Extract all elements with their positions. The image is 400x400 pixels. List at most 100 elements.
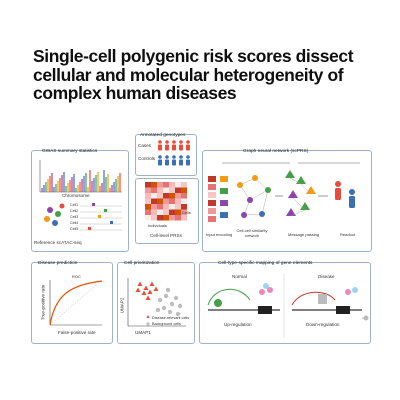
genes-panel: Cell-type-specific mapping of gene eleme…: [199, 261, 371, 344]
heatmap-cell: [175, 182, 181, 188]
network-nodes: [237, 175, 271, 218]
case-person: [179, 144, 183, 151]
umap-point-background: [167, 309, 173, 315]
heatmap-cell: [145, 204, 151, 210]
control-person: [186, 155, 190, 159]
heatmap-cell: [169, 187, 175, 193]
heatmap-cell: [181, 193, 187, 199]
title-line-3: complex human diseases: [33, 83, 237, 103]
manhattan-plot: [39, 160, 122, 193]
message-passing: [275, 170, 328, 217]
figure-title: Single-cell polygenic risk scores dissec…: [33, 47, 373, 103]
heatmap-cell: [169, 204, 175, 210]
gnn-sub-1: Input encoding: [206, 232, 233, 237]
umap-point-background: [155, 307, 161, 313]
case-person: [179, 140, 183, 144]
heatmap-cell: [157, 209, 163, 215]
umap-point-disease: [141, 290, 147, 295]
gnn-sub-4: Readout: [340, 232, 356, 237]
case-person: [186, 140, 190, 144]
controls-label: Controls: [138, 156, 156, 161]
umap-point-background: [163, 293, 169, 299]
gwas-panel: GWAS summary statistics: [31, 149, 129, 252]
heatmap-cell: [163, 204, 169, 210]
heatmap-cell: [145, 182, 151, 188]
gnn-sub-3: Message passing: [288, 232, 320, 237]
heatmap-cell: [175, 187, 181, 193]
heatmap-cell: [157, 215, 163, 221]
gnn-panel: Graph neural network (scPRS): [202, 149, 372, 252]
heatmap-cell: [145, 187, 151, 193]
control-person: [158, 159, 162, 166]
cases-label: Cases: [138, 143, 152, 148]
heatmap-cell: [163, 187, 169, 193]
heatmap-cell: [157, 204, 163, 210]
input-encoding: [208, 176, 228, 222]
umap-point-disease: [149, 281, 155, 286]
cell-peaks: [44, 203, 122, 231]
legend-marker-background: [146, 322, 150, 326]
heatmap-cell: [145, 193, 151, 199]
genes-normal-label: Normal: [232, 274, 247, 279]
heatmap-cell: [151, 209, 157, 215]
gnn-sub-2: Cell-cell similarity network: [236, 228, 268, 238]
heatmap-cell: [169, 193, 175, 199]
umap-point-background: [157, 297, 163, 303]
heatmap-cell: [163, 209, 169, 215]
heatmap-cell: [163, 215, 169, 221]
heatmap-cell: [163, 193, 169, 199]
heatmap-cell: [151, 198, 157, 204]
gwas-cell-2: Cell2: [70, 209, 79, 213]
heatmap-cell: [181, 204, 187, 210]
control-person: [172, 155, 176, 159]
gwas-header: GWAS summary statistics: [42, 149, 98, 154]
umap-xlabel: UMAP1: [135, 330, 151, 335]
heatmap-cell: [151, 187, 157, 193]
gwas-cell-1: Cell1: [70, 203, 79, 207]
genes-left-caption: Up-regulation: [224, 322, 252, 327]
heatmap-cell: [151, 182, 157, 188]
heatmap-cell: [169, 215, 175, 221]
legend-marker-disease: [146, 315, 150, 318]
readout: [335, 181, 355, 208]
control-person: [165, 155, 169, 159]
heatmap-cell: [163, 198, 169, 204]
umap-point-background: [175, 311, 181, 317]
gwas-cell-5: Cell5: [70, 227, 79, 231]
heatmap-cell: [175, 215, 181, 221]
heatmap-cell: [181, 182, 187, 188]
matrix-footer: Cell-level PRSs: [150, 233, 182, 238]
gwas-footer: Reference scATAC-seq: [34, 240, 82, 245]
control-person: [186, 159, 190, 166]
heatmap-cell: [181, 215, 187, 221]
control-person: [179, 159, 183, 166]
umap-point-background: [161, 305, 167, 311]
heatmap-cell: [157, 187, 163, 193]
heatmap-cell: [169, 198, 175, 204]
heatmap-cell: [145, 215, 151, 221]
umap-point-disease: [147, 289, 153, 294]
heatmap-cell: [163, 182, 169, 188]
heatmap-cell: [157, 193, 163, 199]
case-person: [172, 144, 176, 151]
roc-title: ROC: [72, 274, 81, 279]
heatmap-cell: [145, 198, 151, 204]
heatmap-cell: [151, 215, 157, 221]
gwas-cell-4: Cell4: [70, 221, 79, 225]
heatmap-cell: [181, 198, 187, 204]
case-person: [158, 140, 162, 144]
case-person: [158, 144, 162, 151]
umap-point-disease: [143, 285, 149, 290]
umap-point-disease: [153, 286, 159, 291]
roc-xlabel: False-positive rate: [58, 330, 96, 335]
title-line-2: cellular and molecular heterogeneity of: [33, 64, 344, 85]
heatmap-cell: [157, 198, 163, 204]
umap-point-disease: [135, 287, 141, 292]
heatmap-cell: [175, 193, 181, 199]
disease-panel: Disease prediction: [31, 261, 113, 344]
gwas-chrom-label: Chromosome: [62, 193, 90, 198]
control-person: [158, 155, 162, 159]
